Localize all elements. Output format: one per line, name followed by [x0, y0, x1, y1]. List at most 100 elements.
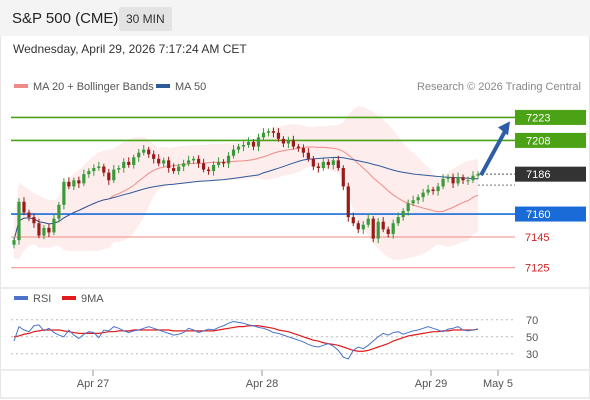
candle-body: [251, 141, 256, 147]
candle-body: [241, 145, 246, 147]
ma50-legend-swatch: [156, 84, 170, 88]
candle-body: [137, 152, 141, 158]
candle-body: [366, 218, 370, 225]
candle-body: [147, 149, 151, 155]
candle-body: [301, 148, 305, 153]
candle-body: [236, 146, 241, 150]
candle-body: [281, 138, 286, 144]
candle-body: [117, 168, 121, 170]
candle-body: [37, 223, 41, 236]
candle-body: [132, 157, 136, 165]
candle-body: [12, 240, 16, 245]
rsi-level-label: 50: [526, 332, 538, 344]
level-label-resistance: 7223: [526, 112, 550, 124]
symbol-title: S&P 500 (CME): [12, 10, 119, 27]
target-arrow: [479, 128, 508, 177]
candle-body: [102, 166, 106, 173]
ma9-legend-label: 9MA: [81, 293, 104, 305]
candle-body: [162, 160, 166, 164]
candle-body: [471, 175, 475, 181]
candle-body: [42, 227, 46, 236]
candle-body: [182, 163, 186, 167]
candle-body: [461, 177, 465, 181]
rsi-legend-label: RSI: [33, 293, 51, 305]
candle-body: [261, 132, 266, 138]
candle-body: [87, 171, 91, 175]
ma20-legend-label: MA 20 + Bollinger Bands: [33, 81, 154, 93]
candle-body: [321, 161, 325, 169]
candle-body: [421, 192, 425, 198]
candle-body: [197, 158, 201, 164]
candle-body: [47, 227, 51, 233]
level-label-resistance: 7208: [526, 135, 550, 147]
chart-border: [0, 36, 1, 398]
candle-body: [286, 140, 291, 144]
candle-body: [221, 161, 226, 164]
candle-body: [276, 132, 281, 139]
candle-body: [376, 221, 380, 239]
x-tick-label: Apr 28: [246, 378, 278, 390]
candle-body: [127, 161, 131, 165]
ma50-legend-label: MA 50: [175, 81, 206, 93]
candle-body: [17, 201, 21, 241]
candle-body: [446, 177, 450, 179]
candle-body: [316, 166, 320, 169]
candle-body: [157, 158, 161, 164]
x-tick-label: May 5: [483, 378, 513, 390]
candle-body: [466, 180, 470, 182]
rsi-level-label: 30: [526, 349, 538, 361]
candle-body: [391, 223, 395, 234]
candle-body: [97, 166, 101, 169]
rsi-legend-swatch: [14, 296, 28, 300]
candle-body: [331, 160, 335, 165]
ma9-legend-swatch: [62, 296, 76, 300]
level-label-support: 7160: [526, 209, 550, 221]
copyright-text: Research © 2026 Trading Central: [417, 81, 581, 93]
candle-body: [77, 180, 81, 184]
candle-body: [167, 160, 171, 169]
candle-body: [336, 160, 340, 169]
rsi-level-label: 70: [526, 315, 538, 327]
candle-body: [107, 172, 111, 181]
ma20-legend-swatch: [14, 84, 28, 88]
candle-body: [187, 160, 191, 164]
candle-body: [246, 141, 251, 146]
x-tick-label: Apr 29: [415, 378, 447, 390]
candle-body: [177, 166, 181, 172]
candle-body: [296, 146, 300, 149]
candle-body: [396, 217, 400, 224]
candle-body: [386, 229, 390, 234]
candle-body: [311, 158, 315, 167]
candle-body: [226, 155, 231, 164]
candle-body: [22, 201, 26, 213]
candle-body: [406, 203, 410, 211]
timeframe-button[interactable]: 30 MIN: [119, 7, 172, 31]
candle-body: [52, 218, 56, 233]
candle-body: [201, 163, 206, 170]
candle-body: [206, 169, 211, 172]
candle-body: [436, 186, 440, 192]
ma50-line: [13, 156, 479, 241]
candle-body: [142, 149, 146, 153]
candle-body: [192, 158, 196, 161]
candle-body: [27, 212, 31, 218]
candle-body: [62, 181, 66, 205]
candle-body: [57, 204, 61, 219]
candle-body: [356, 223, 360, 230]
candle-body: [401, 210, 405, 218]
header-bar: S&P 500 (CME) 30 MIN: [0, 0, 590, 36]
candle-body: [381, 221, 385, 230]
candle-body: [112, 169, 116, 181]
candle-body: [216, 161, 221, 165]
datetime-label: Wednesday, April 29, 2026 7:17:24 AM CET: [13, 42, 247, 56]
candle-body: [256, 137, 261, 147]
level-tag-current: [515, 166, 586, 182]
level-tag-resistance: [515, 132, 586, 148]
rsi-ma9-line: [13, 325, 479, 352]
candle-body: [67, 181, 71, 187]
candle-body: [266, 131, 271, 133]
candle-body: [456, 177, 460, 184]
x-tick-label: Apr 27: [77, 378, 109, 390]
candle-body: [271, 131, 276, 133]
